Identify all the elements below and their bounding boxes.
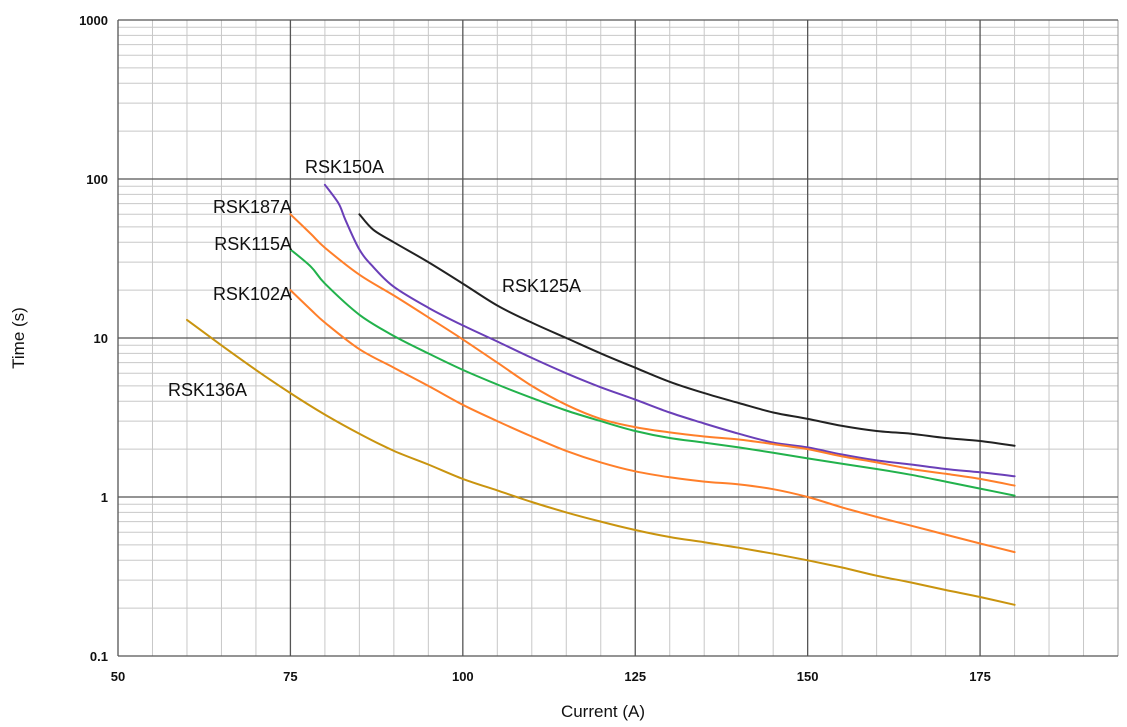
series-line-rsk102a xyxy=(289,289,1016,554)
y-tick-label: 100 xyxy=(86,172,108,187)
series-line-rsk150a xyxy=(323,183,1016,478)
series-line-rsk115a xyxy=(289,248,1016,497)
series-line-rsk187a xyxy=(289,213,1016,487)
series-line-rsk136a xyxy=(186,318,1016,606)
series-label-rsk102a: RSK102A xyxy=(213,284,292,304)
series-label-rsk150a: RSK150A xyxy=(305,157,384,177)
y-axis-title: Time (s) xyxy=(9,307,28,369)
y-tick-label: 1000 xyxy=(79,13,108,28)
y-tick-label: 0.1 xyxy=(90,649,108,664)
x-tick-labels: 50 75 100 125 150 175 xyxy=(111,669,991,684)
series-labels: RSK125A RSK150A RSK187A RSK115A RSK102A RSK13… xyxy=(168,157,581,400)
series-label-rsk136a: RSK136A xyxy=(168,380,247,400)
series-label-rsk125a: RSK125A xyxy=(502,276,581,296)
x-tick-label: 150 xyxy=(797,669,819,684)
x-tick-label: 100 xyxy=(452,669,474,684)
x-axis-title: Current (A) xyxy=(561,702,645,721)
major-grid xyxy=(117,19,1119,657)
series-lines xyxy=(186,183,1016,606)
series-line-rsk125a xyxy=(358,213,1016,447)
y-tick-labels: 0.1 1 10 100 1000 xyxy=(79,13,108,664)
series-label-rsk187a: RSK187A xyxy=(213,197,292,217)
x-tick-label: 50 xyxy=(111,669,125,684)
series-label-rsk115a: RSK115A xyxy=(214,234,292,254)
x-tick-label: 125 xyxy=(624,669,646,684)
y-tick-label: 10 xyxy=(94,331,108,346)
x-tick-label: 175 xyxy=(969,669,991,684)
y-tick-label: 1 xyxy=(101,490,108,505)
x-tick-label: 75 xyxy=(283,669,297,684)
